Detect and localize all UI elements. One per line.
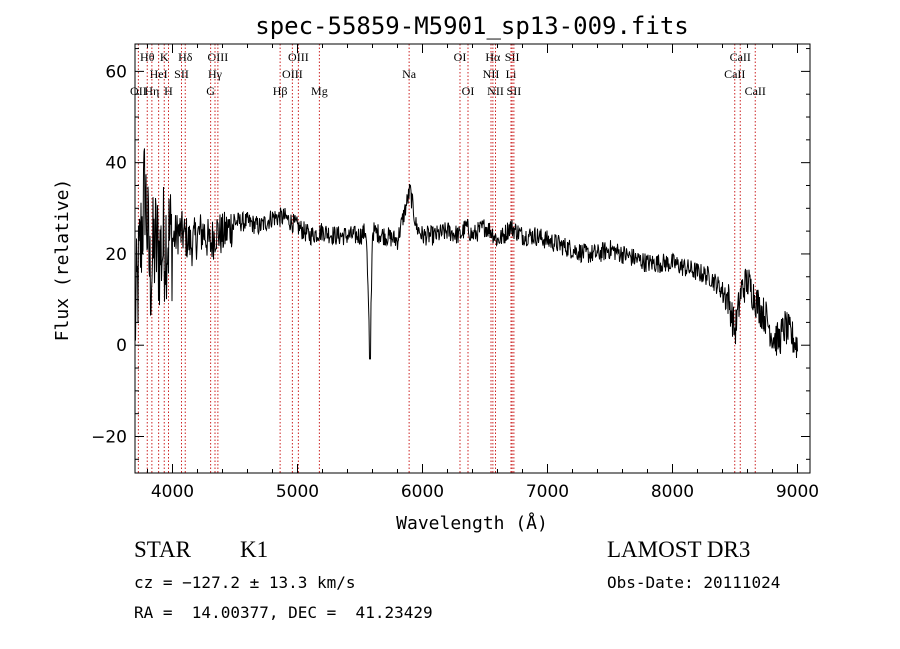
spectral-line-label: K xyxy=(160,50,169,64)
redshift-velocity: cz = −127.2 ± 13.3 km/s xyxy=(134,573,356,592)
spectral-line-label: Hα xyxy=(485,50,501,64)
spectral-line-label: NII xyxy=(483,67,500,81)
spectral-line-label: SII xyxy=(174,67,189,81)
spectral-line-label: OI xyxy=(462,84,475,98)
spectral-line-label: Mg xyxy=(311,84,328,98)
x-tick-label: 8000 xyxy=(651,482,694,502)
spectral-line-label: Hη xyxy=(144,84,159,98)
spectral-line-label: Hβ xyxy=(273,84,288,98)
axes: 4000 5000 6000 7000 8000 9000 −20 0 20 40 60 xyxy=(91,44,819,502)
spectral-line-label: Hθ xyxy=(140,50,155,64)
x-tick-label: 5000 xyxy=(276,482,319,502)
spectral-line-label: G xyxy=(206,84,215,98)
spectral-line-label: CaII xyxy=(730,50,751,64)
y-tick-label: 60 xyxy=(105,62,127,82)
y-tick-label: 0 xyxy=(116,336,127,356)
y-tick-label: −20 xyxy=(91,427,127,447)
survey-name: LAMOST DR3 xyxy=(607,537,751,562)
spectral-line-label: SII xyxy=(507,84,522,98)
x-tick-label: 7000 xyxy=(526,482,569,502)
x-axis-label: Wavelength (Å) xyxy=(396,512,548,534)
plot-area xyxy=(134,148,798,360)
spectral-line-label: Na xyxy=(402,67,417,81)
spectral-line-markers: Hθ K Hδ OIII OIII OI Hα SII CaII HeI SII Hγ OIII Na NI… xyxy=(130,44,766,473)
spectral-line-label: OIII xyxy=(208,50,229,64)
coordinates: RA = 14.00377, DEC = 41.23429 xyxy=(134,603,433,622)
spectral-line-label: HeI xyxy=(150,67,168,81)
chart-title: spec-55859-M5901_sp13-009.fits xyxy=(255,12,688,40)
object-subclass: K1 xyxy=(240,537,269,562)
spectral-line-label: NII xyxy=(487,84,504,98)
y-tick-label: 40 xyxy=(105,154,127,174)
plot-frame xyxy=(134,43,811,474)
spectral-line-label: OIII xyxy=(288,50,309,64)
spectral-line-label: OI xyxy=(454,50,467,64)
y-tick-label: 20 xyxy=(105,245,127,265)
x-tick-label: 4000 xyxy=(151,482,194,502)
spectrum-line xyxy=(134,148,798,360)
spectral-line-label: H xyxy=(164,84,173,98)
spectral-line-label: Hγ xyxy=(208,67,223,81)
observation-date: Obs-Date: 20111024 xyxy=(607,573,781,592)
spectral-line-label: CaII xyxy=(724,67,745,81)
spectral-line-label: SII xyxy=(505,50,520,64)
object-class: STAR xyxy=(134,537,191,562)
spectral-line-label: Li xyxy=(506,67,517,81)
spectral-line-label: Hδ xyxy=(178,50,193,64)
x-tick-label: 9000 xyxy=(776,482,819,502)
spectral-line-label: CaII xyxy=(745,84,766,98)
x-tick-label: 6000 xyxy=(401,482,444,502)
spectral-line-label: OII xyxy=(130,84,147,98)
y-axis-label: Flux (relative) xyxy=(52,179,73,342)
spectral-line-label: OIII xyxy=(282,67,303,81)
